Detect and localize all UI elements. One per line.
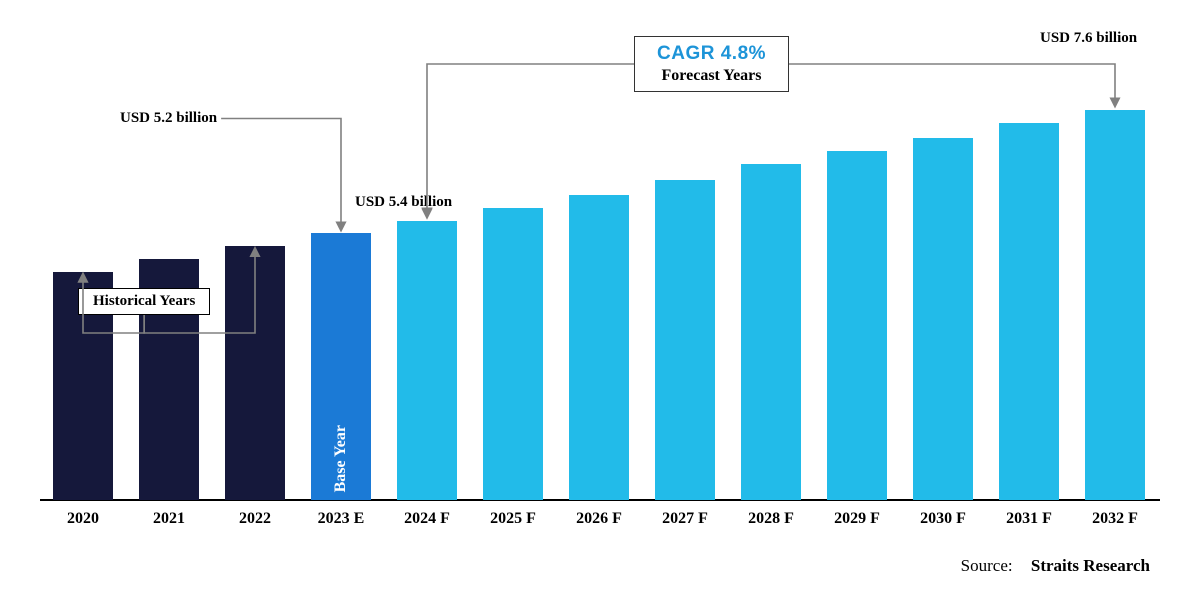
bar-slot: Base Year (298, 0, 384, 500)
bar-slot (556, 0, 642, 500)
x-axis-label: 2024 F (384, 510, 470, 528)
chart-stage: Base Year 2020202120222023 E2024 F2025 F… (0, 0, 1200, 600)
historical-years-callout: Historical Years (78, 288, 210, 315)
bar (913, 138, 973, 500)
value-label-last-forecast: USD 7.6 billion (1040, 30, 1137, 47)
bar-slot (40, 0, 126, 500)
x-axis-label: 2020 (40, 510, 126, 528)
x-axis-label: 2027 F (642, 510, 728, 528)
cagr-text: CAGR 4.8% (657, 43, 766, 65)
x-axis-label: 2032 F (1072, 510, 1158, 528)
bar (225, 246, 285, 500)
x-axis-label: 2026 F (556, 510, 642, 528)
source-name: Straits Research (1031, 556, 1150, 575)
bar (999, 123, 1059, 500)
bar (483, 208, 543, 500)
bar-slot (986, 0, 1072, 500)
bars-container: Base Year (40, 0, 1158, 500)
bar-slot (814, 0, 900, 500)
x-axis-label: 2030 F (900, 510, 986, 528)
bar (655, 180, 715, 501)
bar (741, 164, 801, 500)
value-label-first-forecast: USD 5.4 billion (355, 194, 452, 211)
bar-slot (212, 0, 298, 500)
x-axis-label: 2023 E (298, 510, 384, 528)
bar (1085, 110, 1145, 500)
forecast-years-callout: CAGR 4.8% Forecast Years (634, 36, 789, 92)
x-axis-labels: 2020202120222023 E2024 F2025 F2026 F2027… (40, 510, 1158, 528)
bar (827, 151, 887, 500)
forecast-years-text: Forecast Years (657, 67, 766, 85)
x-axis-label: 2025 F (470, 510, 556, 528)
x-axis-label: 2028 F (728, 510, 814, 528)
x-axis-label: 2022 (212, 510, 298, 528)
bar-slot (470, 0, 556, 500)
value-label-base-year: USD 5.2 billion (120, 110, 217, 127)
bar: Base Year (311, 233, 371, 500)
bar-slot (1072, 0, 1158, 500)
bar-slot (900, 0, 986, 500)
bar (569, 195, 629, 500)
source-line: Source: Straits Research (961, 556, 1150, 576)
x-axis-label: 2031 F (986, 510, 1072, 528)
bar-slot (384, 0, 470, 500)
x-axis-label: 2029 F (814, 510, 900, 528)
bar (397, 221, 457, 500)
bar-slot (126, 0, 212, 500)
source-label: Source: (961, 556, 1013, 575)
x-axis-label: 2021 (126, 510, 212, 528)
base-year-inside-label: Base Year (332, 425, 350, 492)
